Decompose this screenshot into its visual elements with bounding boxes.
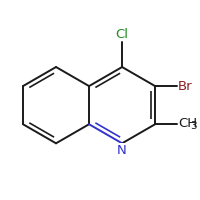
Text: CH: CH: [178, 117, 197, 130]
Text: Br: Br: [178, 80, 193, 93]
Text: 3: 3: [190, 121, 197, 131]
Text: Cl: Cl: [116, 28, 129, 41]
Text: N: N: [117, 144, 127, 157]
